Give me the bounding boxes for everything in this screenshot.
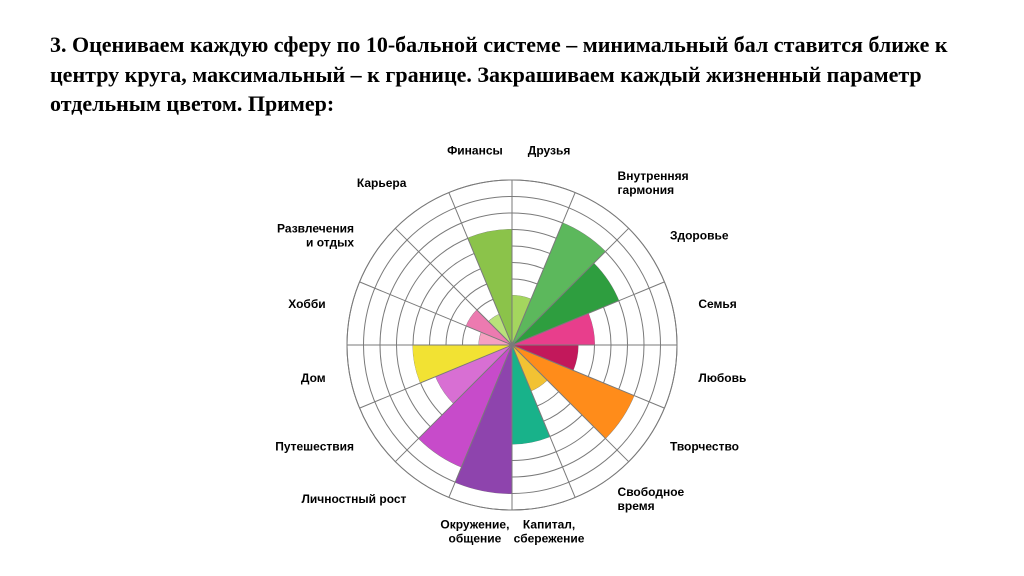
wheel-segment-label: Друзья (528, 144, 571, 158)
wheel-segment-label: Любовь (698, 371, 746, 385)
wheel-segment-label: Личностный рост (301, 492, 406, 506)
wheel-segment-label: Путешествия (275, 440, 354, 454)
wheel-segment-label: Творчество (670, 440, 739, 454)
wheel-segment-label: Здоровье (670, 228, 729, 242)
wheel-segment-label: Карьера (357, 176, 407, 190)
wheel-segment-label: Внутренняягармония (618, 169, 689, 197)
page: 3. Оцениваем каждую сферу по 10-бальной … (0, 0, 1024, 576)
wheel-chart: Друзья Внутренняягармония Здоровье Семья Люб… (0, 120, 1024, 570)
wheel-segment-label: Капитал,сбережение (514, 517, 585, 545)
wheel-segment-label: Свободноевремя (618, 485, 685, 513)
wheel-segment-label: Хобби (288, 297, 325, 311)
wheel-spoke (360, 282, 512, 345)
wheel-chart-container: Друзья Внутренняягармония Здоровье Семья Люб… (0, 120, 1024, 570)
wheel-segment-label: Развлеченияи отдых (277, 221, 354, 249)
wheel-segment-label: Окружение,общение (440, 517, 509, 545)
wheel-spokes (347, 180, 677, 510)
wheel-segment-label: Семья (698, 297, 736, 311)
wheel-segment-label: Дом (301, 371, 326, 385)
wheel-segment-label: Финансы (447, 144, 503, 158)
page-title: 3. Оцениваем каждую сферу по 10-бальной … (50, 30, 974, 119)
